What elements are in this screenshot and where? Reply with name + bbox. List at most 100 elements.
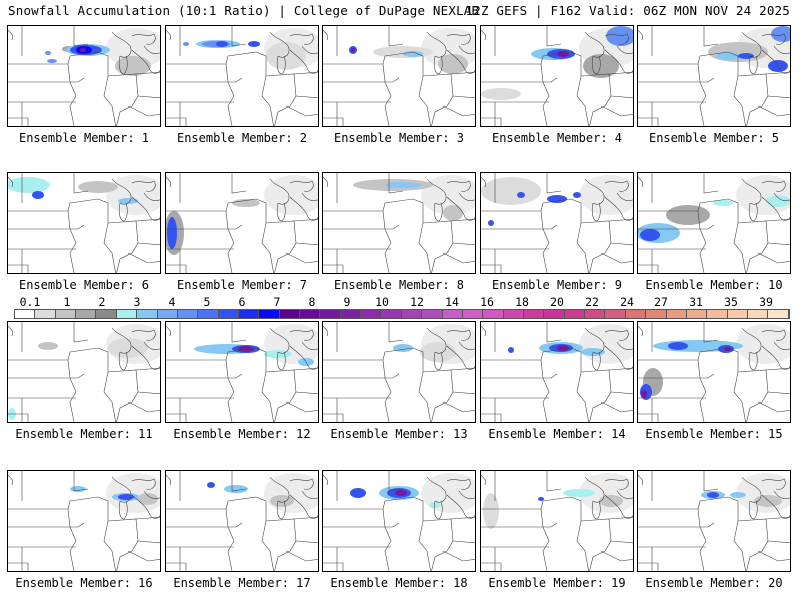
state-boundary [289,478,314,490]
member-label: Ensemble Member: 4 [491,131,623,145]
colorbar-tick-label: 5 [203,295,211,309]
state-boundary [481,347,589,422]
state-boundary [446,33,471,45]
state-boundary [638,77,715,83]
state-boundary [131,494,160,519]
map-canvas [638,471,790,571]
state-boundary [481,522,558,528]
state-boundary [323,77,400,83]
snowfall-contour [351,48,355,52]
snowfall-contour [108,338,148,358]
colorbar-tick-label: 3 [133,295,141,309]
state-boundary [295,391,318,395]
ensemble-map-6 [7,172,161,274]
state-boundary [638,117,659,126]
colorbar-tick-label: 20 [550,295,564,309]
state-boundary [382,508,392,571]
state-boundary [118,500,128,520]
state-boundary [265,518,297,571]
colorbar-tick-label: 31 [689,295,703,309]
state-boundary [638,373,715,379]
snowfall-contour [8,177,50,193]
state-boundary [450,218,475,222]
colorbar-tick-label: 39 [759,295,773,309]
state-boundary [301,341,318,350]
light-snow-region [579,324,633,364]
state-boundary [697,508,707,571]
state-boundary [388,471,404,492]
state-boundary [111,476,132,503]
state-boundary [481,77,558,83]
map-canvas [8,471,160,571]
state-boundary [67,508,77,571]
state-boundary [135,71,160,75]
state-boundary [107,220,139,273]
state-boundary [285,401,318,413]
snowfall-contour [716,52,740,60]
state-boundary [231,322,247,343]
ensemble-map-11 [7,321,161,423]
map-canvas [8,173,160,273]
state-boundary [166,522,243,528]
state-boundary [8,198,116,273]
snowfall-contour [517,192,525,198]
state-boundary [135,516,160,520]
state-boundary [600,401,633,413]
state-boundary [382,210,392,273]
state-boundary [301,192,318,201]
state-boundary [604,49,633,74]
map-canvas [638,26,790,126]
state-boundary [481,413,502,422]
state-boundary [8,325,13,337]
ensemble-map-9 [480,172,634,274]
snowfall-contour [481,177,541,205]
colorbar-cell [238,310,260,318]
snowfall-contour [420,342,456,362]
state-boundary [580,518,612,571]
state-boundary [8,347,116,422]
state-boundary [433,500,443,520]
state-boundary [127,550,160,562]
state-boundary [638,522,715,528]
state-boundary [773,192,790,201]
state-boundary [442,401,475,413]
colorbar-cell [462,310,484,318]
state-boundary [289,180,314,192]
state-boundary [265,369,297,422]
state-boundary [765,218,790,222]
member-label: Ensemble Member: 1 [18,131,150,145]
state-boundary [638,198,746,273]
state-boundary [600,550,633,562]
member-label: Ensemble Member: 19 [488,576,626,590]
colorbar-cell [157,310,178,318]
map-canvas [481,471,633,571]
state-boundary [143,45,160,54]
state-boundary [231,471,247,492]
ensemble-map-20 [637,470,791,572]
state-boundary [293,71,318,75]
colorbar-cell [483,310,504,318]
state-boundary [773,490,790,499]
state-boundary [323,176,328,188]
ensemble-map-14 [480,321,634,423]
state-boundary [765,71,790,75]
snowfall-contour [666,205,710,225]
state-boundary [166,373,243,379]
ensemble-map-19 [480,470,634,572]
state-boundary [131,196,160,221]
map-canvas [8,26,160,126]
state-boundary [757,105,790,117]
state-boundary [580,220,612,273]
colorbar-cell [279,310,301,318]
state-boundary [166,562,187,571]
map-canvas [8,322,160,422]
state-boundary [452,540,475,544]
snowfall-contour [766,195,790,207]
state-boundary [323,325,328,337]
state-boundary [737,518,769,571]
colorbar-cell [401,310,423,318]
state-boundary [737,73,769,126]
state-boundary [767,242,790,246]
member-label: Ensemble Member: 11 [15,427,153,441]
state-boundary [604,180,629,192]
